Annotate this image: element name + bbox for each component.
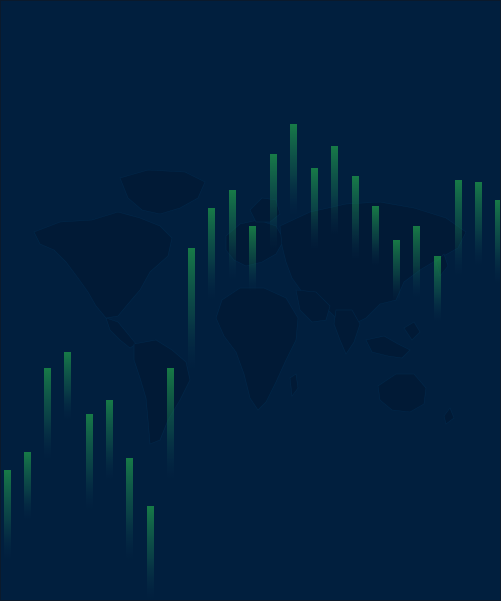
- candle-body: [352, 176, 359, 260]
- candle-body: [147, 506, 154, 600]
- candle-body: [270, 154, 277, 250]
- candle-body: [86, 414, 93, 510]
- candle-body: [167, 368, 174, 480]
- candle-body: [331, 146, 338, 236]
- candle-body: [495, 200, 501, 284]
- candlestick-icon: [4, 40, 501, 600]
- candle-body: [4, 470, 11, 560]
- candle-body: [24, 452, 31, 520]
- candle-body: [311, 168, 318, 250]
- candle-body: [106, 400, 113, 480]
- candle-body: [64, 352, 71, 420]
- candle-body: [126, 458, 133, 560]
- candle-body: [434, 256, 441, 322]
- candle-body: [229, 190, 236, 280]
- candle-body: [249, 226, 256, 292]
- candle-body: [188, 248, 195, 370]
- candle-body: [290, 124, 297, 216]
- candle-body: [208, 208, 215, 300]
- candle-body: [44, 368, 51, 460]
- candle-body: [413, 226, 420, 298]
- candle-body: [455, 180, 462, 276]
- candle-body: [372, 206, 379, 266]
- candle-body: [475, 182, 482, 266]
- world-map-icon: [33, 169, 467, 445]
- candle-body: [393, 240, 400, 302]
